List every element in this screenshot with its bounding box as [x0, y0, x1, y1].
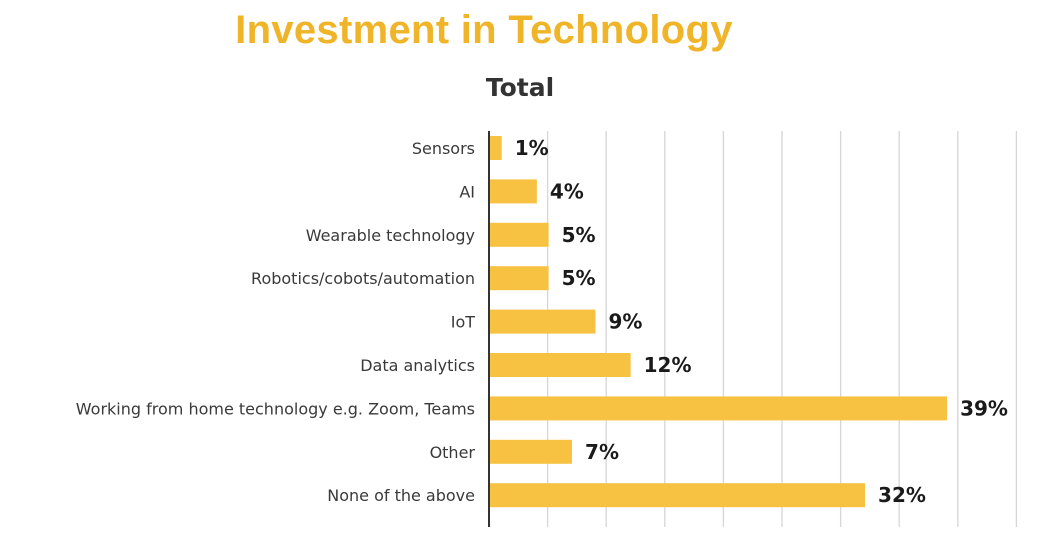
bar	[490, 353, 631, 377]
category-label: None of the above	[327, 486, 475, 505]
value-label: 9%	[608, 310, 642, 334]
chart-subtitle: Total	[485, 73, 555, 102]
value-label: 32%	[878, 483, 926, 507]
value-label: 5%	[562, 266, 596, 290]
bar	[490, 439, 573, 464]
value-label: 7%	[585, 440, 619, 464]
bars	[490, 136, 948, 508]
category-label: Sensors	[412, 139, 475, 158]
category-label: IoT	[451, 313, 476, 332]
category-label: Robotics/cobots/automation	[251, 269, 475, 288]
category-label: Data analytics	[360, 356, 475, 375]
bar	[490, 136, 502, 160]
category-label: Working from home technology e.g. Zoom, …	[76, 399, 475, 418]
value-label: 12%	[644, 353, 692, 377]
chart-title: Investment in Technology	[235, 8, 733, 52]
gridlines	[546, 131, 1018, 527]
category-labels: Sensors AI Wearable technology Robotics/cob…	[76, 139, 476, 505]
bar	[490, 266, 549, 291]
category-label: Wearable technology	[306, 226, 475, 245]
value-label: 39%	[960, 396, 1008, 420]
value-label: 4%	[550, 179, 584, 203]
bar	[490, 483, 866, 508]
bar	[490, 396, 948, 421]
bar	[490, 309, 596, 334]
value-label: 1%	[515, 136, 549, 160]
bar	[490, 222, 549, 247]
bar	[490, 179, 537, 204]
category-label: AI	[459, 182, 475, 201]
value-label: 5%	[562, 223, 596, 247]
value-labels: 1%4% 5% 5% 9%12% 39% 7% 32%	[515, 136, 1008, 507]
category-label: Other	[430, 443, 476, 462]
